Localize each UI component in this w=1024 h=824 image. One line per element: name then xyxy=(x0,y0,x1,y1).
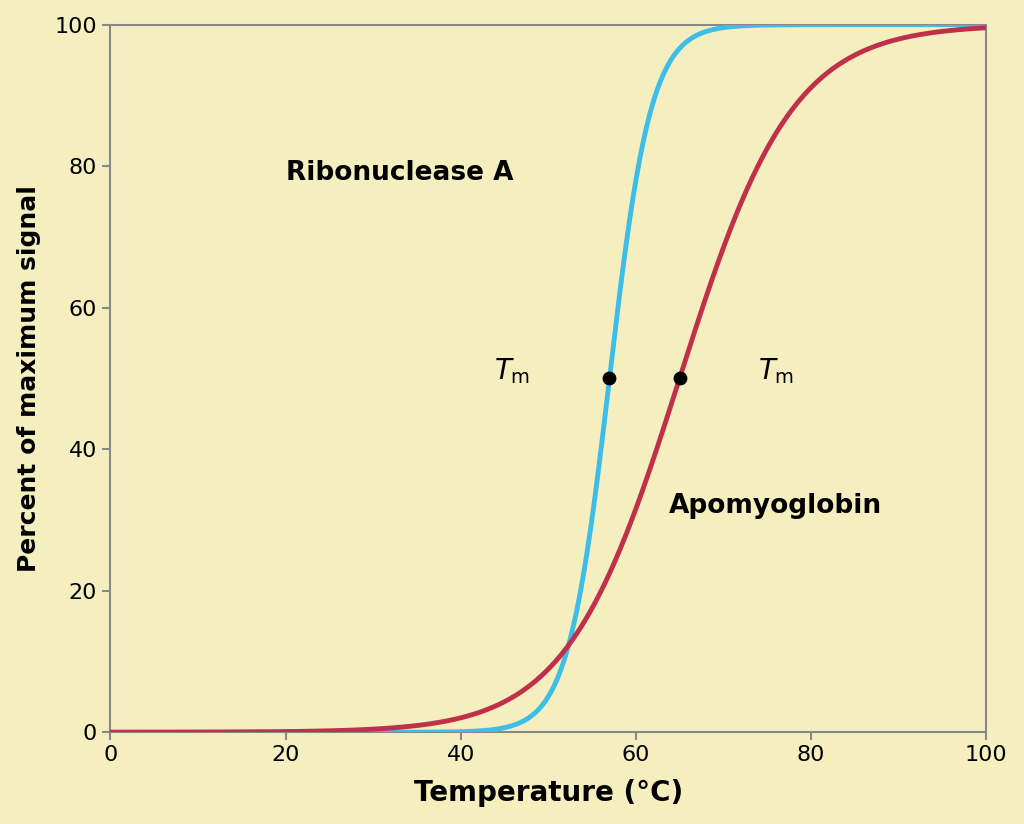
X-axis label: Temperature (°C): Temperature (°C) xyxy=(414,780,683,808)
Text: $\mathit{T}_\mathrm{m}$: $\mathit{T}_\mathrm{m}$ xyxy=(495,357,530,386)
Text: Ribonuclease A: Ribonuclease A xyxy=(286,160,513,186)
Point xyxy=(672,372,688,385)
Y-axis label: Percent of maximum signal: Percent of maximum signal xyxy=(16,185,41,572)
Point xyxy=(601,372,617,385)
Text: Apomyoglobin: Apomyoglobin xyxy=(670,493,883,519)
Text: $\mathit{T}_\mathrm{m}$: $\mathit{T}_\mathrm{m}$ xyxy=(759,357,795,386)
